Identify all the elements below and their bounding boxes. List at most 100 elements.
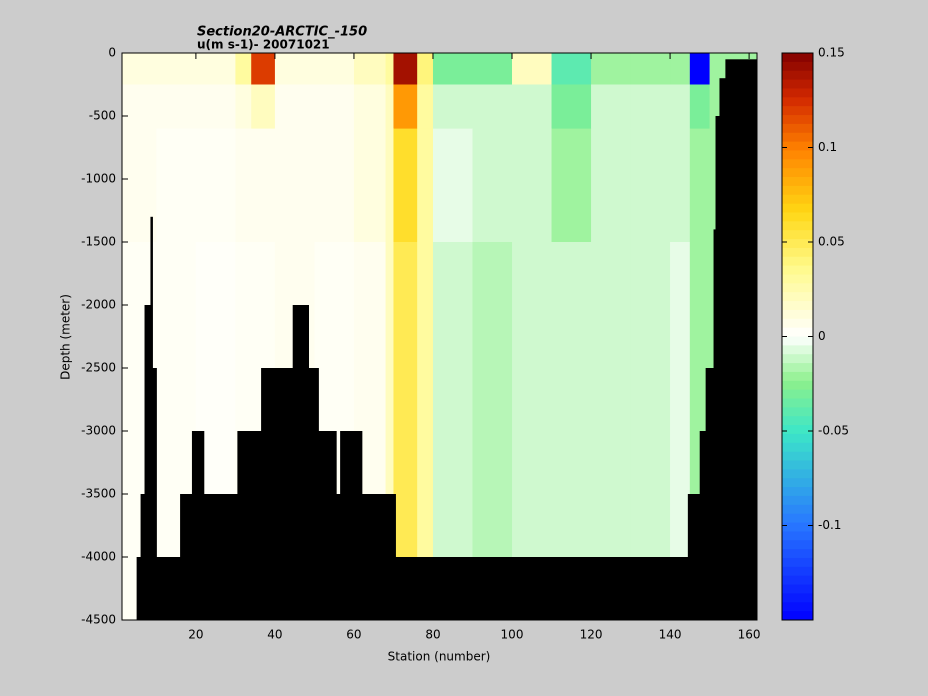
colorbar-swatch bbox=[782, 584, 813, 594]
colorbar-swatch bbox=[782, 274, 813, 284]
colorbar-swatch bbox=[782, 398, 813, 408]
colorbar-swatch bbox=[782, 531, 813, 541]
y-tick-label: -4500 bbox=[81, 613, 116, 627]
cell bbox=[314, 128, 355, 243]
cell bbox=[630, 84, 671, 130]
y-tick-label: -2500 bbox=[81, 361, 116, 375]
colorbar-swatch bbox=[782, 593, 813, 603]
colorbar-swatch bbox=[782, 575, 813, 586]
x-axis-label: Station (number) bbox=[388, 650, 491, 664]
seafloor bbox=[687, 494, 701, 620]
cell bbox=[591, 53, 632, 85]
seafloor bbox=[191, 431, 205, 620]
cell bbox=[512, 53, 553, 85]
cell bbox=[274, 53, 315, 85]
cell bbox=[393, 128, 418, 243]
colorbar-swatch bbox=[782, 495, 813, 506]
seafloor bbox=[318, 431, 337, 620]
seafloor bbox=[152, 368, 157, 620]
colorbar-swatch bbox=[782, 53, 813, 63]
colorbar-swatch bbox=[782, 549, 813, 559]
colorbar-swatch bbox=[782, 88, 813, 98]
bathymetry bbox=[136, 59, 758, 621]
colorbar-swatch bbox=[782, 168, 813, 178]
cell bbox=[591, 84, 632, 130]
cell bbox=[385, 128, 394, 243]
colorbar-swatch bbox=[782, 416, 813, 426]
x-tick-label: 80 bbox=[425, 628, 440, 642]
seafloor bbox=[340, 431, 363, 620]
colorbar-tick-label: 0.1 bbox=[818, 140, 837, 154]
x-tick-label: 20 bbox=[188, 628, 203, 642]
seafloor bbox=[699, 431, 707, 620]
x-tick-label: 120 bbox=[580, 628, 603, 642]
cell bbox=[385, 84, 394, 130]
seafloor bbox=[292, 305, 310, 620]
colorbar-swatch bbox=[782, 309, 813, 320]
seafloor bbox=[180, 494, 193, 620]
axes: 20 40 60 80 100 120 140 160 0 -500 -1000 -1500 -2000… bbox=[81, 46, 760, 642]
colorbar-swatch bbox=[782, 540, 813, 550]
colorbar-swatch bbox=[782, 230, 813, 240]
seafloor bbox=[150, 216, 153, 621]
cell bbox=[551, 53, 592, 85]
cell bbox=[195, 53, 236, 85]
cell bbox=[670, 84, 691, 130]
y-tick-label: -2000 bbox=[81, 298, 116, 312]
cell bbox=[393, 84, 418, 130]
cell bbox=[512, 128, 553, 243]
cell bbox=[630, 53, 671, 85]
y-tick-label: 0 bbox=[108, 46, 116, 60]
colorbar-swatch bbox=[782, 212, 813, 222]
colorbar-swatch bbox=[782, 380, 813, 391]
cell bbox=[670, 128, 691, 243]
colorbar-swatch bbox=[782, 185, 813, 196]
colorbar-swatch bbox=[782, 318, 813, 329]
colorbar-swatch bbox=[782, 247, 813, 258]
colorbar-swatch bbox=[782, 203, 813, 213]
cell bbox=[417, 53, 434, 85]
axes-box bbox=[121, 52, 758, 621]
cell bbox=[251, 53, 276, 85]
cell bbox=[689, 84, 711, 130]
cell bbox=[472, 53, 513, 85]
cell bbox=[472, 128, 513, 243]
cell bbox=[432, 128, 473, 243]
cell bbox=[385, 242, 394, 621]
cell bbox=[385, 53, 394, 85]
y-tick-label: -3000 bbox=[81, 424, 116, 438]
seafloor bbox=[144, 305, 151, 620]
x-tick-label: 160 bbox=[738, 628, 761, 642]
chart-title: Section20-ARCTIC_-150 bbox=[197, 25, 367, 40]
colorbar-tick-label: -0.05 bbox=[818, 424, 849, 438]
colorbar-swatch bbox=[782, 345, 813, 355]
seafloor bbox=[140, 494, 146, 620]
colorbar-swatch bbox=[782, 407, 813, 417]
chart-subtitle: u(m s-1)- 20071021 bbox=[197, 38, 330, 52]
x-tick-label: 100 bbox=[501, 628, 524, 642]
colorbar-swatch bbox=[782, 61, 813, 72]
colorbar-swatch bbox=[782, 70, 813, 81]
colorbar-swatch bbox=[782, 478, 813, 488]
seafloor bbox=[261, 368, 294, 620]
x-tick-label: 60 bbox=[346, 628, 361, 642]
cell bbox=[417, 242, 434, 621]
colorbar-swatch bbox=[782, 327, 813, 337]
seafloor bbox=[725, 59, 758, 621]
colorbar-tick-label: 0 bbox=[818, 329, 826, 343]
y-tick-label: -1000 bbox=[81, 172, 116, 186]
colorbar-swatch bbox=[782, 221, 813, 231]
seafloor bbox=[705, 368, 715, 620]
colorbar-tick-label: -0.1 bbox=[818, 518, 841, 532]
cell bbox=[156, 128, 197, 243]
cell bbox=[156, 53, 197, 85]
colorbar-swatch bbox=[782, 354, 813, 364]
colorbar-swatch bbox=[782, 123, 813, 134]
cell bbox=[353, 84, 387, 130]
cell bbox=[670, 242, 691, 621]
colorbar-swatch bbox=[782, 97, 813, 107]
seafloor bbox=[203, 494, 238, 620]
x-tick-label: 40 bbox=[267, 628, 282, 642]
